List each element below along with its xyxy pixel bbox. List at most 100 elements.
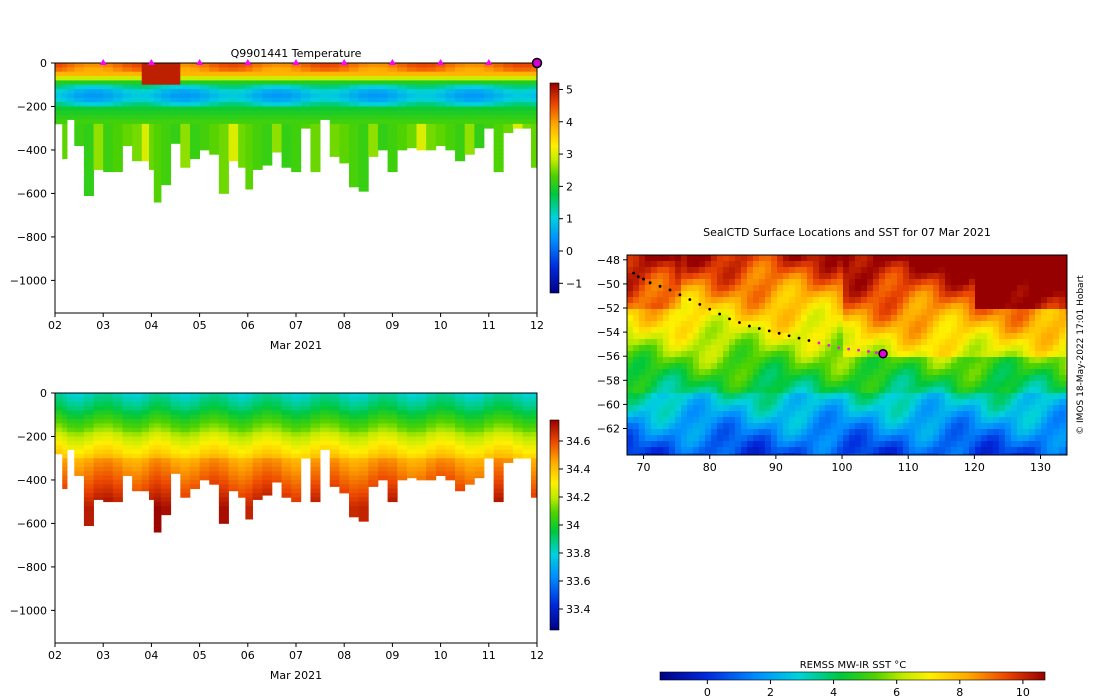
sst-cell	[975, 417, 982, 424]
temperature-cell	[377, 84, 388, 90]
temperature-cell	[252, 106, 263, 112]
temperature-cell	[67, 110, 75, 116]
temperature-cell	[209, 115, 220, 120]
sst-cell	[663, 453, 670, 455]
sst-cell	[741, 411, 748, 418]
temperature-cell	[83, 110, 94, 116]
sst-cell	[705, 441, 712, 448]
salinity-cell	[503, 401, 514, 407]
sst-cell	[987, 279, 994, 286]
sst-cell	[777, 303, 784, 310]
temperature-cell	[310, 102, 321, 107]
sst-cell	[861, 363, 868, 370]
salinity-cell	[209, 479, 220, 485]
sst-cell	[981, 435, 988, 442]
temperature-cell	[153, 89, 162, 94]
salinity-cell	[349, 449, 360, 455]
temperature-cell	[377, 63, 388, 68]
sst-cell	[789, 429, 796, 436]
sst-cell	[1053, 363, 1060, 370]
salinity-cell	[112, 497, 123, 503]
sst-cell	[957, 357, 964, 364]
salinity-colorbar-tick-label: 33.8	[566, 547, 591, 560]
sst-cell	[747, 393, 754, 400]
salinity-cell	[218, 488, 229, 494]
sst-cell	[897, 297, 904, 304]
sst-cell	[729, 285, 736, 292]
sst-cell	[891, 381, 898, 388]
sst-cell	[927, 381, 934, 388]
sst-cell	[867, 387, 874, 394]
salinity-cell	[161, 484, 172, 490]
sst-cell	[999, 327, 1006, 334]
sst-cell	[981, 303, 988, 310]
sst-cell	[747, 405, 754, 412]
salinity-cell	[153, 453, 162, 459]
sst-cell	[921, 333, 928, 340]
sst-cell	[927, 327, 934, 334]
sst-cell	[711, 375, 718, 382]
temperature-cell	[530, 93, 537, 99]
salinity-cell	[474, 449, 485, 455]
temperature-cell	[310, 132, 321, 138]
salinity-cell	[368, 475, 379, 481]
sst-cell	[777, 297, 784, 304]
salinity-cell	[153, 440, 162, 446]
temperature-xtick-label: 08	[337, 319, 351, 332]
sst-cell	[1053, 357, 1060, 364]
sst-cell	[945, 369, 952, 376]
sst-cell	[1041, 273, 1048, 280]
sst-cell	[963, 291, 970, 298]
sst-cell	[789, 411, 796, 418]
temperature-cell	[161, 171, 172, 177]
sst-cell	[813, 327, 820, 334]
sst-cell	[867, 327, 874, 334]
salinity-cell	[503, 432, 514, 437]
temperature-cell	[464, 115, 475, 120]
temperature-cell	[262, 102, 273, 107]
salinity-cell	[406, 453, 417, 459]
sst-cell	[681, 381, 688, 388]
salinity-cell	[281, 397, 292, 403]
salinity-cell	[161, 497, 172, 503]
sst-cell	[657, 345, 664, 352]
temperature-cell	[209, 119, 220, 125]
sst-cell	[681, 423, 688, 430]
salinity-cell	[122, 419, 133, 424]
sst-cell	[903, 351, 910, 358]
sst-cell	[813, 321, 820, 328]
sst-cell	[891, 423, 898, 430]
sst-cell	[669, 399, 676, 406]
sst-cell	[765, 255, 772, 262]
sst-cell	[897, 441, 904, 448]
salinity-cell	[349, 462, 360, 468]
temperature-cell	[416, 76, 427, 81]
sst-cell	[669, 273, 676, 280]
temperature-cell	[530, 158, 537, 164]
salinity-cell	[218, 475, 229, 481]
sst-cell	[837, 339, 844, 346]
sst-cell	[927, 321, 934, 328]
temperature-cell	[122, 84, 133, 90]
salinity-cell	[291, 397, 302, 403]
temperature-ytick-label: −1000	[10, 274, 47, 287]
sst-cell	[1053, 339, 1060, 346]
sst-cell	[1047, 435, 1054, 442]
temperature-cell	[271, 119, 282, 125]
sst-cell	[663, 411, 670, 418]
salinity-cell	[132, 432, 143, 437]
sst-cell	[1047, 297, 1054, 304]
temperature-cell	[339, 154, 350, 160]
temperature-cell	[387, 123, 398, 129]
temperature-cell	[132, 102, 143, 107]
sst-cell	[819, 333, 826, 340]
salinity-cell	[426, 397, 437, 403]
sst-cell	[681, 303, 688, 310]
salinity-cell	[483, 440, 495, 446]
temperature-cell	[74, 80, 85, 86]
salinity-cell	[218, 501, 229, 507]
temperature-cell	[397, 110, 408, 116]
temperature-cell	[522, 93, 532, 99]
sst-cell	[819, 423, 826, 430]
sst-cell	[741, 351, 748, 358]
